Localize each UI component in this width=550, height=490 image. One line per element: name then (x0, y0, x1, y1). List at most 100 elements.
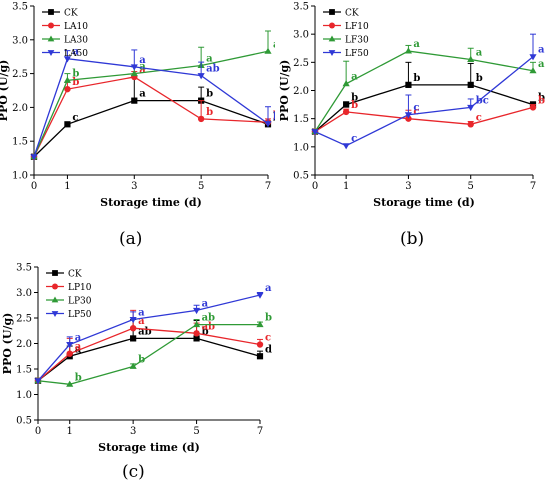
y-axis-label: PPO (U/g) (0, 60, 10, 122)
significance-label: a (138, 316, 145, 327)
legend-item-lp30: LP30 (46, 297, 92, 307)
y-tick-label: 3.0 (293, 30, 309, 41)
significance-label: ab (206, 64, 219, 75)
y-tick-label: 2.5 (16, 314, 32, 325)
x-axis-label: Storage time (d) (373, 196, 475, 209)
data-point (529, 54, 537, 61)
y-axis-label: PPO (U/g) (1, 313, 14, 375)
significance-label: a (139, 55, 146, 66)
legend-marker (47, 35, 55, 42)
legend-label: LF10 (345, 22, 369, 32)
data-point (193, 307, 201, 315)
data-point (34, 378, 42, 385)
y-tick-label: 2.5 (12, 69, 28, 80)
legend-label: LP30 (68, 297, 92, 307)
legend-item-la50: LA50 (42, 49, 88, 59)
series-la50: aaabb (30, 47, 275, 161)
significance-label: a (139, 62, 146, 73)
significance-label: a (138, 308, 145, 319)
legend-marker (329, 22, 335, 29)
legend-marker (52, 270, 58, 276)
data-point (64, 85, 71, 93)
y-tick-label: 2.0 (293, 86, 309, 97)
significance-label: d (265, 344, 272, 355)
data-point (404, 112, 412, 119)
legend-marker (47, 50, 55, 56)
series-line (33, 50, 269, 158)
data-point (129, 362, 137, 369)
x-tick-label: 5 (198, 181, 204, 192)
panel-label-a: (a) (119, 229, 143, 249)
data-point (343, 101, 350, 108)
data-point (467, 104, 475, 112)
legend-marker (329, 9, 335, 15)
significance-label: a (273, 39, 275, 50)
data-point (193, 335, 200, 342)
data-point (66, 342, 74, 349)
x-tick-label: 3 (131, 181, 137, 192)
significance-label: b (72, 68, 79, 79)
y-tick-label: 1.5 (293, 114, 309, 125)
significance-label: b (206, 107, 213, 118)
significance-label: a (202, 298, 209, 309)
data-point (311, 129, 319, 136)
series-line (314, 56, 534, 147)
data-point (256, 353, 264, 360)
legend-item-ck: CK (323, 9, 359, 19)
data-point (404, 47, 412, 54)
data-point (467, 55, 475, 62)
data-point (256, 292, 264, 299)
data-point (264, 47, 272, 54)
data-point (66, 380, 74, 387)
legend-marker (52, 283, 58, 290)
legend-label: CK (64, 9, 78, 19)
significance-label: b (72, 77, 79, 88)
x-tick-label: 7 (257, 426, 263, 437)
data-point (129, 325, 137, 332)
y-tick-label: 2.0 (12, 103, 28, 114)
data-point (64, 121, 71, 128)
significance-label: c (72, 112, 78, 123)
significance-label: b (206, 89, 213, 100)
significance-label: b (138, 354, 145, 365)
significance-label: b (351, 93, 358, 104)
significance-label: a (72, 47, 79, 58)
x-axis-label: Storage time (d) (100, 196, 202, 209)
y-tick-label: 0.5 (16, 416, 32, 427)
significance-label: b (273, 112, 275, 123)
x-tick-label: 7 (530, 181, 536, 192)
data-point (63, 56, 71, 63)
data-point (342, 80, 350, 87)
x-tick-label: 3 (130, 426, 136, 437)
chart-a: 1.0 1.5 2.0 2.5 3.0 3.5 0 1 3 5 7 Storage time (d) P… (0, 2, 275, 210)
legend-item-lp10: LP10 (46, 283, 92, 293)
legend-marker (51, 311, 59, 317)
y-tick-label: 2.0 (16, 339, 32, 350)
data-point (66, 350, 73, 357)
series-line (314, 84, 534, 133)
significance-label: b (202, 326, 209, 337)
legend-marker (328, 35, 336, 42)
y-tick-label: 0.5 (293, 171, 309, 182)
significance-label: a (351, 72, 358, 83)
data-point (405, 81, 412, 88)
significance-label: b (538, 95, 545, 106)
legend-label: LA50 (64, 49, 88, 59)
data-point (197, 73, 205, 80)
legend-item-la10: LA10 (42, 22, 88, 32)
y-tick-label: 2.5 (293, 58, 309, 69)
significance-label: a (265, 283, 272, 294)
significance-label: c (265, 333, 271, 344)
significance-label: b (476, 73, 483, 84)
significance-label: a (139, 65, 146, 76)
significance-label: a (206, 53, 213, 64)
significance-label: a (413, 39, 420, 50)
legend-marker (48, 22, 54, 29)
data-point (342, 108, 350, 116)
significance-label: a (476, 48, 483, 59)
significance-label: a (75, 333, 82, 344)
data-point (130, 69, 138, 77)
